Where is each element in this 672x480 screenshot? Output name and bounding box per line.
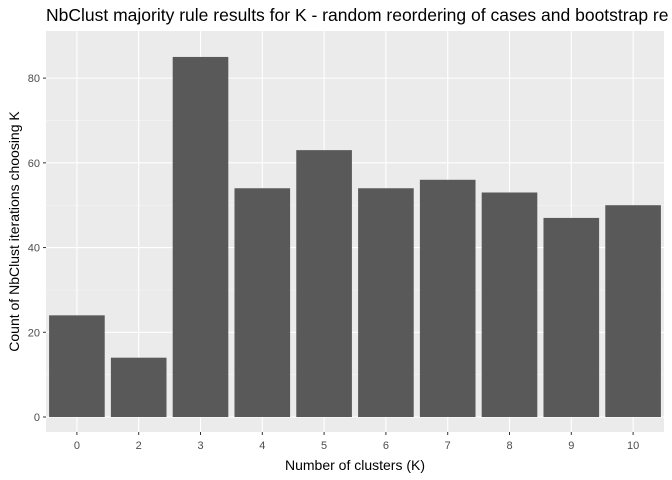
bar-10 xyxy=(605,205,661,417)
y-tick-label: 80 xyxy=(28,73,40,85)
bar-7 xyxy=(419,179,476,417)
bar-9 xyxy=(543,217,600,417)
y-axis-title: Count of NbClust iterations choosing K xyxy=(6,111,22,352)
x-tick-label: 3 xyxy=(197,440,203,452)
bar-5 xyxy=(296,150,352,417)
x-tick-label: 7 xyxy=(445,440,451,452)
x-tick-label: 2 xyxy=(136,440,142,452)
y-tick-label: 0 xyxy=(34,412,40,424)
x-tick-label: 9 xyxy=(568,440,574,452)
bars xyxy=(49,56,661,418)
chart-title: NbClust majority rule results for K - ra… xyxy=(46,5,669,25)
x-tick-label: 5 xyxy=(321,440,327,452)
x-tick-label: 10 xyxy=(627,440,639,452)
bar-3 xyxy=(172,56,229,418)
bar-4 xyxy=(234,188,291,417)
x-axis: 0 2 3 4 5 6 7 8 9 10 xyxy=(74,432,639,452)
bar-6 xyxy=(358,188,414,417)
x-tick-label: 6 xyxy=(383,440,389,452)
y-tick-label: 20 xyxy=(28,327,40,339)
y-tick-label: 60 xyxy=(28,158,40,170)
x-tick-label: 8 xyxy=(506,440,512,452)
x-tick-label: 0 xyxy=(74,440,80,452)
bar-2 xyxy=(110,357,167,417)
y-axis: 0 20 40 60 80 xyxy=(28,73,46,424)
y-tick-label: 40 xyxy=(28,243,40,255)
bar-8 xyxy=(481,192,538,417)
x-axis-title: Number of clusters (K) xyxy=(285,457,425,473)
bar-0 xyxy=(49,315,105,417)
x-tick-label: 4 xyxy=(259,440,265,452)
